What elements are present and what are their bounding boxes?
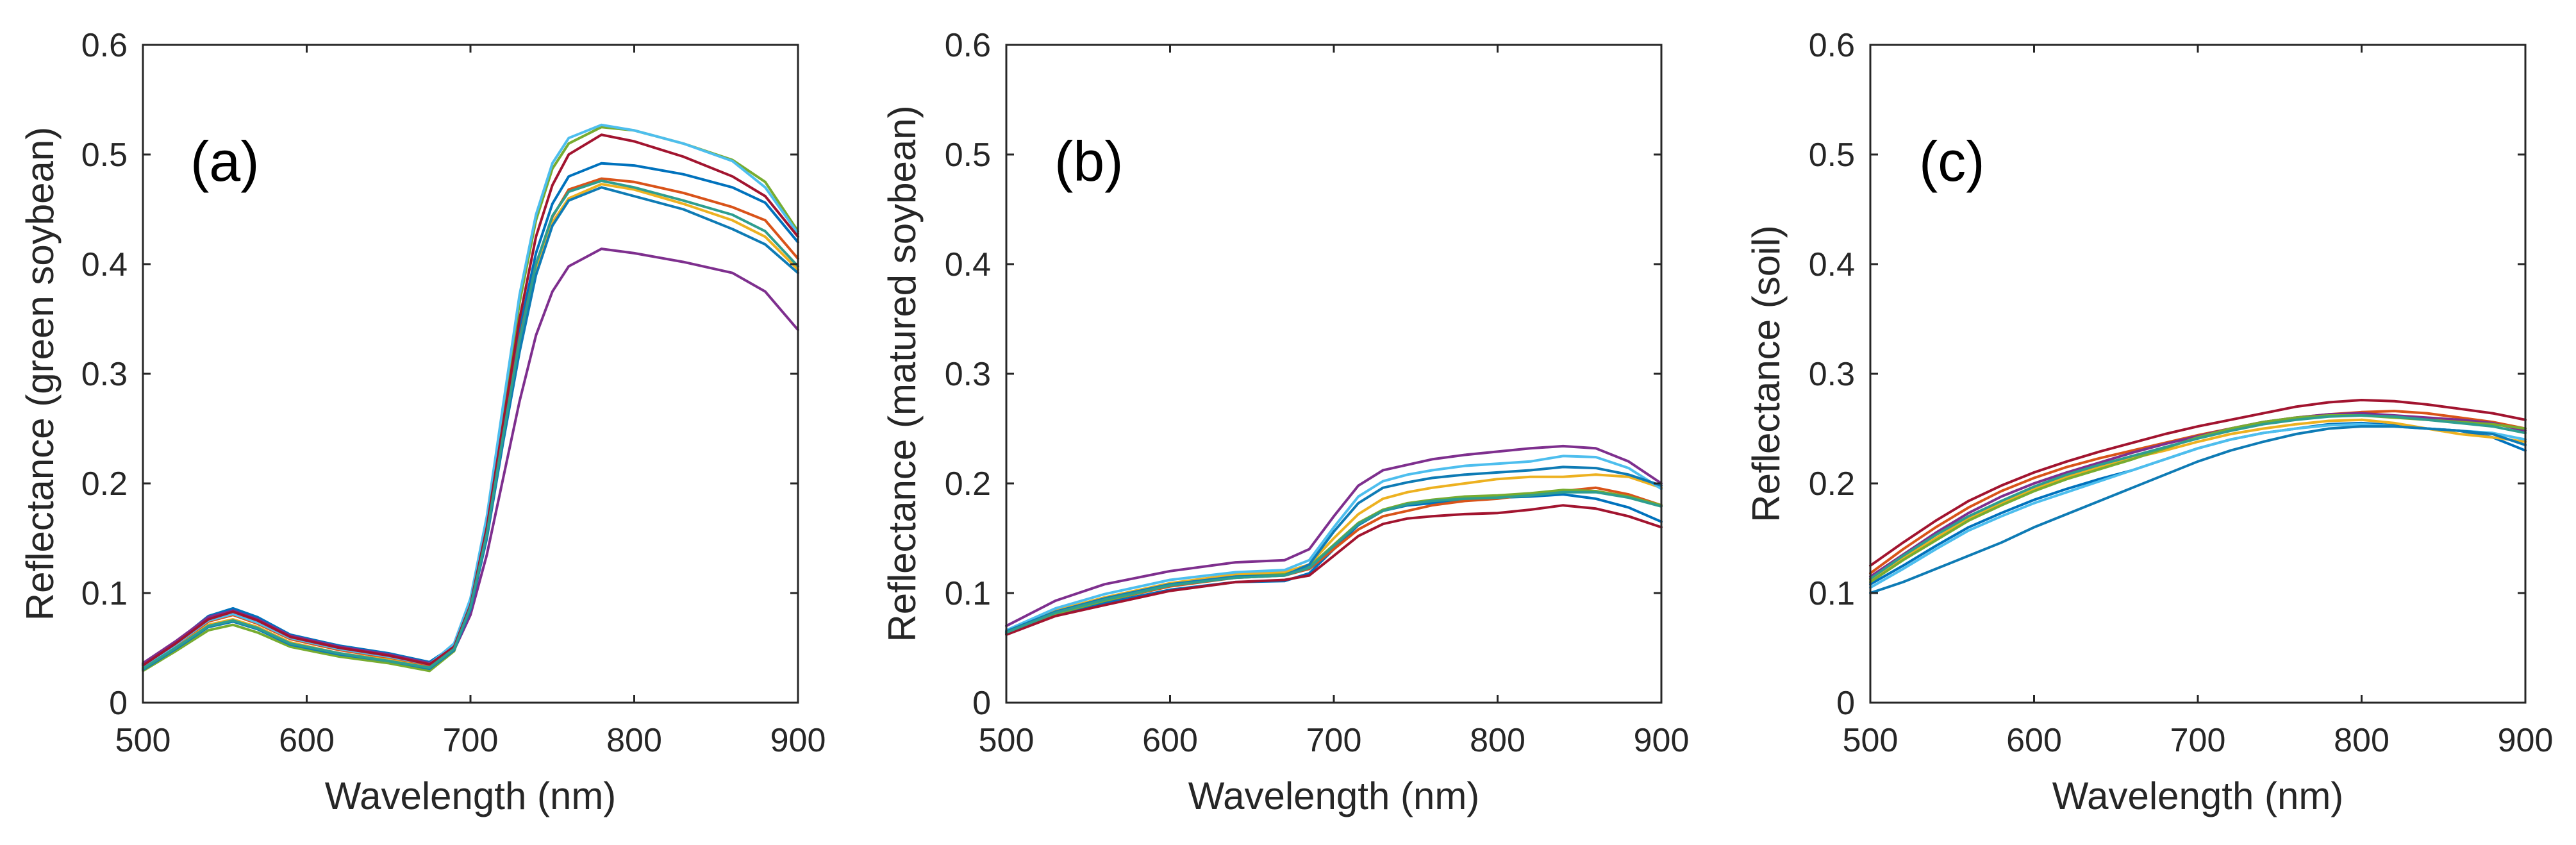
panel-c: 500 600 700 800 900 0 0.1 0.2 0.3 0.4 0.5 0.6 (c) W… [1745,27,2553,817]
panel-a-x-tick-label-2: 600 [279,722,335,759]
panel-a-y-tick-label-4: 0.3 [81,356,128,393]
panel-c-y-tick-label-1: 0 [1836,685,1855,722]
panel-b-series-line-6 [1005,455,1663,632]
panel-c-x-tick-label-2: 600 [2006,722,2062,759]
panel-c-y-tick-label-6: 0.5 [1809,137,1855,174]
panel-c-x-tick-label-1: 500 [1843,722,1899,759]
panel-c-series [1869,399,2527,594]
panel-a-series [142,123,799,673]
panel-b-y-tick-label-1: 0 [972,685,991,722]
panel-c-series-line-8 [1869,425,2527,594]
panel-b-ticks: 500 600 700 800 900 0 0.1 0.2 0.3 0.4 0.5 0.6 [945,27,1690,759]
panel-b: 500 600 700 800 900 0 0.1 0.2 0.3 0.4 0.5 0.6 (b) W… [881,27,1689,817]
panel-c-x-tick-label-3: 700 [2170,722,2226,759]
panel-a-y-tick-label-2: 0.1 [81,575,128,612]
panel-c-series-line-9 [1869,414,2527,580]
panel-a-x-tick-label-3: 700 [443,722,499,759]
panel-b-series-line-5 [1005,489,1663,634]
panel-a-x-tick-label-1: 500 [115,722,171,759]
panel-b-label: (b) [1054,130,1124,193]
panel-a-ylabel: Reflectance (green soybean) [19,127,62,621]
panel-a-x-tick-label-4: 800 [606,722,662,759]
panel-c-y-tick-label-7: 0.6 [1809,27,1855,64]
panel-c-y-tick-label-2: 0.1 [1809,575,1855,612]
panel-c-y-tick-label-5: 0.4 [1809,246,1855,283]
panel-b-series-line-7 [1005,504,1663,636]
panel-a-xlabel: Wavelength (nm) [325,774,617,817]
panel-a-label: (a) [190,130,260,193]
panel-c-xlabel: Wavelength (nm) [2052,774,2344,817]
panel-b-y-tick-label-6: 0.5 [945,137,991,174]
panel-a-series-line-7 [142,133,799,667]
panel-c-y-tick-label-3: 0.2 [1809,465,1855,503]
panel-a-y-tick-label-3: 0.2 [81,465,128,503]
panel-b-xlabel: Wavelength (nm) [1188,774,1480,817]
panel-b-ylabel: Reflectance (matured soybean) [881,105,924,642]
panel-b-x-tick-label-2: 600 [1142,722,1198,759]
panel-a-x-tick-label-5: 900 [770,722,826,759]
panel-b-series-line-2 [1005,486,1663,634]
panel-b-series-line-4 [1005,444,1663,628]
panel-b-x-tick-label-4: 800 [1470,722,1525,759]
panel-b-y-tick-label-5: 0.4 [945,246,991,283]
panel-a-y-tick-label-1: 0 [109,685,128,722]
panel-a-y-tick-label-5: 0.4 [81,246,128,283]
panel-c-ticks: 500 600 700 800 900 0 0.1 0.2 0.3 0.4 0.5 0.6 [1809,27,2554,759]
panel-a: 500 600 700 800 900 0 0.1 0.2 0.3 0.4 0.5 0.6 (a) W… [19,27,826,817]
panel-c-x-tick-label-4: 800 [2334,722,2389,759]
panel-a-series-line-6 [142,123,799,668]
panel-a-y-tick-label-6: 0.5 [81,137,128,174]
panel-c-series-line-6 [1869,422,2527,589]
panel-c-ylabel: Reflectance (soil) [1745,225,1788,523]
panel-a-series-line-9 [142,180,799,670]
panel-b-x-tick-label-3: 700 [1306,722,1362,759]
panel-b-series [1005,444,1663,636]
panel-c-y-tick-label-4: 0.3 [1809,356,1855,393]
panel-b-y-tick-label-2: 0.1 [945,575,991,612]
panel-a-y-tick-label-7: 0.6 [81,27,128,64]
panel-b-y-tick-label-4: 0.3 [945,356,991,393]
panel-a-series-line-1 [142,162,799,666]
panel-b-x-tick-label-5: 900 [1634,722,1690,759]
panel-b-y-tick-label-7: 0.6 [945,27,991,64]
panel-c-series-line-7 [1869,399,2527,567]
panel-b-series-line-9 [1005,490,1663,634]
panel-a-ticks: 500 600 700 800 900 0 0.1 0.2 0.3 0.4 0.5 0.6 [81,27,826,759]
panel-c-x-tick-label-5: 900 [2498,722,2554,759]
panel-b-x-tick-label-1: 500 [979,722,1035,759]
panel-b-series-line-3 [1005,473,1663,633]
panel-c-label: (c) [1919,130,1985,193]
panel-b-y-tick-label-3: 0.2 [945,465,991,503]
